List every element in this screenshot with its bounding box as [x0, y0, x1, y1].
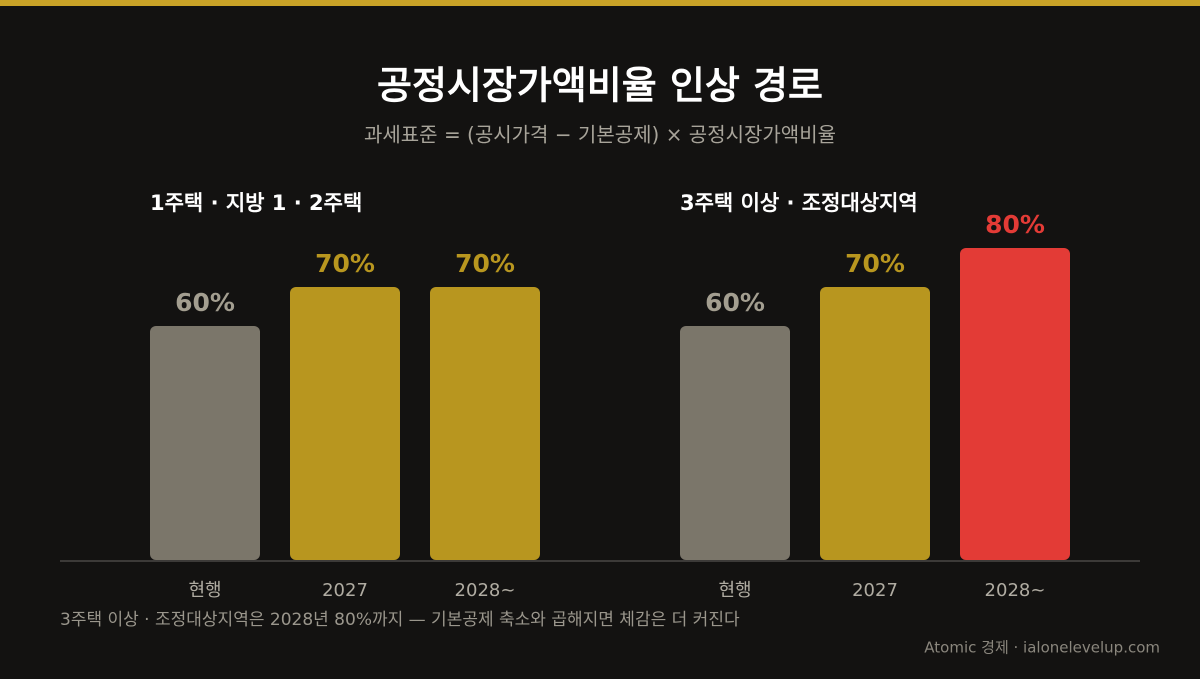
- bar: [150, 326, 260, 560]
- value-label: 60%: [705, 288, 765, 317]
- bar: [960, 248, 1070, 560]
- subtitle: 과세표준 = (공시가격 − 기본공제) × 공정시장가액비율: [364, 123, 836, 147]
- value-label: 70%: [315, 249, 375, 278]
- value-label: 70%: [455, 249, 515, 278]
- x-tick-label: 2027: [852, 580, 898, 601]
- bar: [680, 326, 790, 560]
- x-tick-label: 2028~: [455, 580, 516, 601]
- bar: [290, 287, 400, 560]
- top-accent: [0, 0, 1200, 6]
- value-label: 80%: [985, 210, 1045, 239]
- x-tick-label: 현행: [718, 580, 751, 601]
- footer: Atomic 경제 · ialonelevelup.com: [924, 639, 1160, 657]
- bar: [820, 287, 930, 560]
- chart-title: 공정시장가액비율 인상 경로: [377, 64, 823, 108]
- x-tick-label: 현행: [188, 580, 221, 601]
- value-label: 60%: [175, 288, 235, 317]
- value-label: 70%: [845, 249, 905, 278]
- x-tick-label: 2027: [322, 580, 368, 601]
- bar: [430, 287, 540, 560]
- panel-title: 3주택 이상 · 조정대상지역: [680, 191, 918, 215]
- x-tick-label: 2028~: [985, 580, 1046, 601]
- note: 3주택 이상 · 조정대상지역은 2028년 80%까지 — 기본공제 축소와 …: [60, 610, 740, 630]
- panel-title: 1주택 · 지방 1 · 2주택: [150, 191, 362, 215]
